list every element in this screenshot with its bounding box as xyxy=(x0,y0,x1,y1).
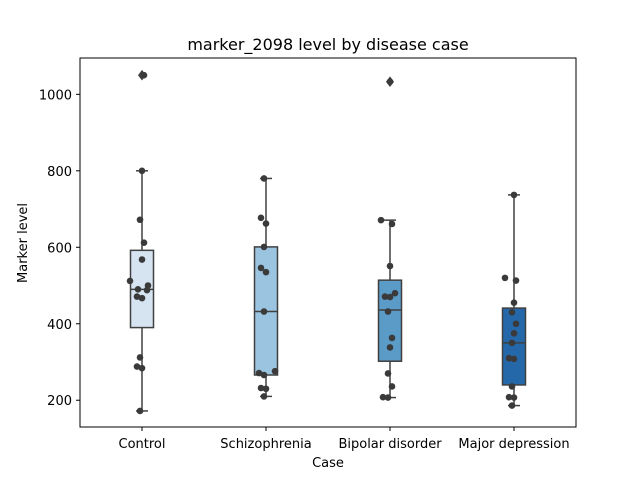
y-tick-label: 400 xyxy=(47,318,72,333)
x-axis: Control Schizophrenia Bipolar disorder Majo… xyxy=(119,427,570,452)
data-point xyxy=(133,293,141,300)
data-point xyxy=(140,239,148,246)
data-point xyxy=(262,268,270,276)
data-point xyxy=(510,330,518,337)
data-point xyxy=(138,167,146,175)
y-tick-label: 200 xyxy=(47,394,72,409)
data-point xyxy=(136,407,144,415)
y-tick-label: 1000 xyxy=(39,88,72,103)
data-point xyxy=(505,393,513,401)
data-point xyxy=(136,216,144,224)
x-tick-label: Schizophrenia xyxy=(220,437,311,452)
y-tick-label: 800 xyxy=(47,165,72,180)
data-point xyxy=(260,243,268,251)
data-point xyxy=(271,367,279,375)
data-point xyxy=(388,220,396,228)
axes-frame xyxy=(79,57,577,428)
box xyxy=(501,307,527,386)
data-point xyxy=(140,71,148,79)
data-point xyxy=(379,393,387,401)
data-point xyxy=(510,191,518,199)
data-point xyxy=(384,308,392,315)
data-point xyxy=(126,277,134,285)
data-point xyxy=(255,369,263,377)
data-point xyxy=(138,256,146,263)
data-point xyxy=(384,370,392,377)
data-point xyxy=(386,293,394,301)
plot-area xyxy=(126,69,527,415)
data-point xyxy=(257,264,265,272)
data-point xyxy=(505,354,513,362)
box xyxy=(377,279,403,362)
data-point xyxy=(138,294,146,302)
data-point xyxy=(388,383,396,390)
data-point xyxy=(260,308,268,315)
data-point xyxy=(510,355,518,363)
data-point xyxy=(512,320,520,328)
y-axis: 200 400 600 800 1000 xyxy=(39,88,80,409)
chart-title: marker_2098 level by disease case xyxy=(187,35,468,55)
data-point xyxy=(138,364,146,372)
data-point xyxy=(512,277,520,284)
data-point xyxy=(144,282,152,289)
data-point xyxy=(508,383,516,390)
data-point xyxy=(508,308,516,316)
data-point xyxy=(134,286,142,293)
data-point xyxy=(391,289,399,297)
box-group xyxy=(129,69,155,412)
data-point xyxy=(501,274,509,282)
data-point xyxy=(377,216,385,224)
data-point xyxy=(386,78,394,86)
data-point xyxy=(262,385,270,393)
data-point xyxy=(386,344,394,351)
data-point xyxy=(262,220,270,227)
data-point xyxy=(136,354,144,361)
data-point xyxy=(510,299,518,307)
data-point xyxy=(510,394,518,401)
data-point xyxy=(133,363,141,370)
data-point xyxy=(381,293,389,300)
box-group xyxy=(253,177,279,398)
x-tick-label: Bipolar disorder xyxy=(338,437,442,452)
data-point xyxy=(260,175,268,182)
y-tick-label: 600 xyxy=(47,241,72,256)
data-point xyxy=(388,334,396,342)
x-tick-label: Major depression xyxy=(458,437,569,452)
data-point xyxy=(508,402,516,409)
data-point xyxy=(257,214,265,222)
x-tick-label: Control xyxy=(119,437,166,452)
y-axis-label: Marker level xyxy=(16,203,31,283)
data-point xyxy=(508,339,516,347)
data-point xyxy=(386,262,394,270)
data-point xyxy=(384,394,392,401)
data-point xyxy=(260,393,268,400)
data-point xyxy=(257,384,265,392)
data-point xyxy=(260,371,268,379)
x-axis-label: Case xyxy=(312,456,344,471)
